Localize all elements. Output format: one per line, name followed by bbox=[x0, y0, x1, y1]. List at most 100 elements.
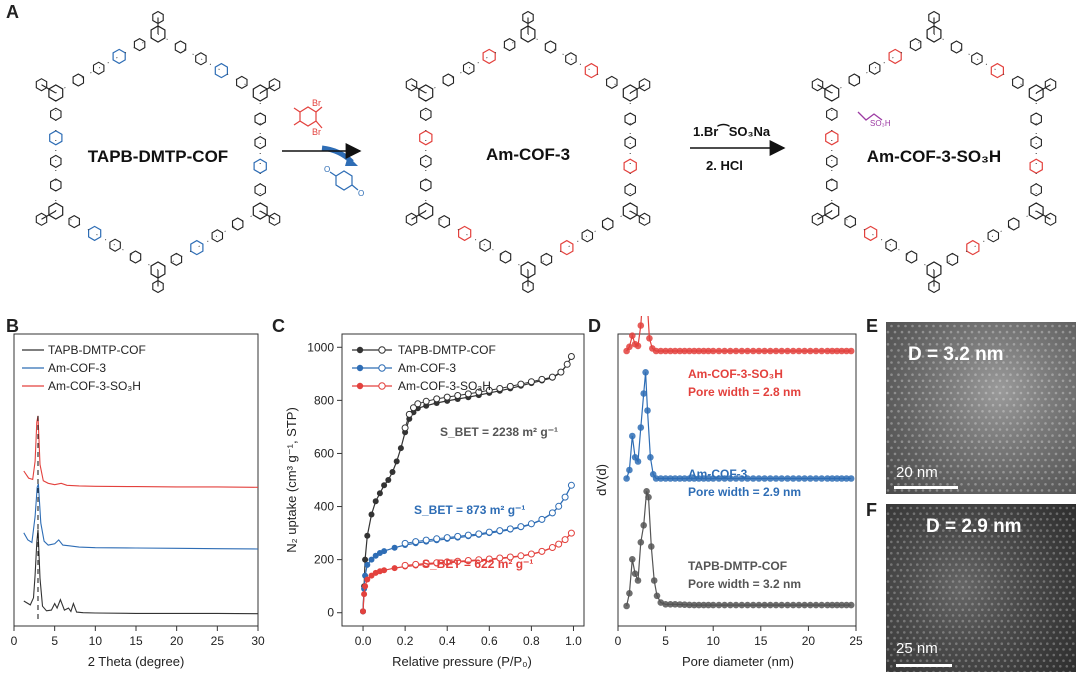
lattice-dot bbox=[1033, 489, 1037, 492]
lattice-dot bbox=[998, 403, 1002, 407]
lattice-dot bbox=[925, 670, 929, 672]
iso-point-open bbox=[401, 561, 409, 569]
lattice-dot bbox=[1033, 355, 1037, 358]
lattice-dot bbox=[1061, 379, 1065, 383]
lattice-dot bbox=[991, 489, 995, 492]
lattice-dot bbox=[899, 602, 903, 606]
framework-ring bbox=[254, 135, 266, 150]
iso-point bbox=[381, 548, 388, 555]
lattice-dot bbox=[946, 349, 949, 352]
lattice-dot bbox=[1030, 470, 1033, 474]
lattice-dot bbox=[1059, 529, 1062, 532]
lattice-dot bbox=[964, 670, 968, 672]
lattice-dot bbox=[939, 361, 942, 364]
psd-point bbox=[640, 390, 647, 397]
lattice-dot bbox=[977, 636, 981, 640]
lattice-dot bbox=[1002, 324, 1005, 328]
lattice-dot bbox=[960, 361, 963, 364]
lattice-dot bbox=[1072, 336, 1075, 340]
lattice-dot bbox=[919, 648, 922, 651]
lattice-dot bbox=[893, 659, 896, 662]
lattice-dot bbox=[970, 403, 974, 407]
lattice-dot bbox=[1000, 551, 1004, 555]
lattice-dot bbox=[904, 373, 907, 376]
lattice-dot bbox=[1023, 546, 1026, 549]
lattice-dot bbox=[1049, 535, 1052, 538]
lattice-dot bbox=[1072, 619, 1075, 623]
lattice-dot bbox=[1000, 506, 1004, 510]
lattice-dot bbox=[919, 614, 922, 617]
lattice-dot bbox=[925, 636, 929, 640]
lattice-dot bbox=[971, 535, 974, 538]
lattice-dot bbox=[994, 665, 997, 668]
lattice-dot bbox=[897, 422, 900, 425]
lattice-dot bbox=[899, 591, 903, 595]
lattice-dot bbox=[1005, 428, 1009, 431]
lattice-dot bbox=[1058, 385, 1061, 389]
lattice-dot bbox=[897, 373, 900, 376]
lattice-dot bbox=[1062, 659, 1065, 662]
lattice-dot bbox=[919, 546, 922, 549]
lattice-dot bbox=[1029, 512, 1033, 515]
lattice-dot bbox=[1062, 512, 1065, 515]
lattice-dot bbox=[991, 330, 995, 334]
lattice-dot bbox=[1054, 403, 1058, 407]
lattice-dot bbox=[1061, 330, 1065, 334]
lattice-dot bbox=[1047, 428, 1051, 431]
lattice-dot bbox=[897, 446, 900, 450]
lattice-dot bbox=[1026, 343, 1030, 346]
framework-am-cof-3-so3h bbox=[811, 10, 1057, 294]
psd-point bbox=[700, 601, 707, 609]
sbet-annotation-1: S_BET = 2238 m² g⁻¹ bbox=[440, 425, 558, 439]
lattice-dot bbox=[955, 574, 958, 578]
tem-e-scale: 20 nm bbox=[896, 464, 938, 481]
linker-ring bbox=[482, 48, 496, 65]
lattice-dot bbox=[1054, 464, 1058, 468]
lattice-dot bbox=[1054, 452, 1058, 456]
reagent-br-1: Br bbox=[312, 98, 321, 108]
iso-point-open bbox=[412, 538, 420, 546]
lattice-dot bbox=[991, 440, 995, 443]
lattice-dot bbox=[893, 343, 897, 346]
lattice-dot bbox=[949, 379, 953, 383]
lattice-dot bbox=[1047, 391, 1051, 395]
lattice-dot bbox=[974, 551, 978, 555]
lattice-dot bbox=[1068, 464, 1072, 468]
lattice-dot bbox=[909, 551, 913, 555]
lattice-dot bbox=[1019, 330, 1023, 334]
lattice-dot bbox=[948, 653, 952, 657]
lattice-dot bbox=[963, 440, 967, 443]
lattice-dot bbox=[1030, 385, 1033, 389]
iso-point-open bbox=[538, 547, 546, 555]
lattice-dot bbox=[911, 458, 914, 462]
lattice-dot bbox=[893, 403, 897, 407]
lattice-dot bbox=[1049, 546, 1052, 549]
lattice-dot bbox=[922, 653, 926, 657]
psd-point bbox=[801, 347, 808, 355]
lattice-dot bbox=[974, 574, 978, 578]
lattice-dot bbox=[977, 670, 981, 672]
lattice-dot bbox=[886, 535, 890, 538]
lattice-dot bbox=[1026, 631, 1030, 634]
lattice-dot bbox=[1000, 642, 1004, 645]
lattice-dot bbox=[1061, 477, 1065, 480]
lattice-dot bbox=[955, 619, 958, 623]
lattice-dot bbox=[1065, 518, 1069, 521]
lattice-dot bbox=[1068, 625, 1072, 629]
lattice-dot bbox=[939, 483, 942, 486]
psd-point bbox=[847, 475, 855, 482]
lattice-dot bbox=[1072, 574, 1075, 578]
iso-point-open bbox=[517, 380, 525, 388]
psd-point bbox=[732, 475, 740, 482]
lattice-dot bbox=[998, 416, 1002, 419]
lattice-dot bbox=[981, 585, 984, 589]
lattice-dot bbox=[914, 489, 918, 492]
lattice-dot bbox=[1040, 330, 1044, 334]
psd-point bbox=[667, 601, 674, 608]
lattice-dot bbox=[990, 535, 994, 538]
lattice-dot bbox=[899, 636, 903, 640]
lattice-dot bbox=[1039, 608, 1043, 612]
lattice-dot bbox=[974, 653, 978, 657]
iso-point bbox=[393, 458, 400, 465]
psd-xtick-label: 25 bbox=[849, 634, 863, 648]
